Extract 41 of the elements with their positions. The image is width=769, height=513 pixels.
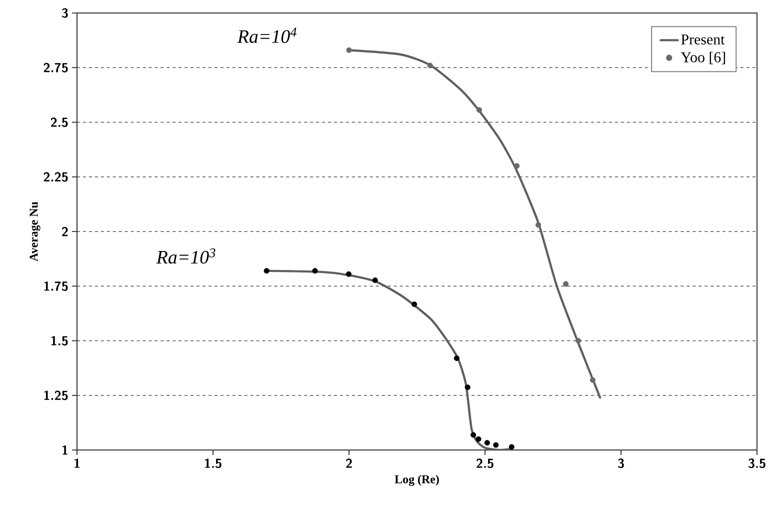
- legend-label: Yoo [6]: [680, 52, 726, 64]
- point: [312, 268, 318, 274]
- annotation: Ra=10$^{3}$: [156, 248, 216, 264]
- y-tick-label: 1: [62, 445, 68, 455]
- annotation: Ra=10$^{4}$: [237, 28, 296, 43]
- x-tick-label: 3: [618, 458, 624, 468]
- point: [508, 444, 514, 450]
- point: [427, 62, 433, 68]
- point: [590, 377, 596, 383]
- y-tick-label: 1.75: [44, 281, 68, 291]
- point: [372, 277, 378, 284]
- x-tick-label: 2: [346, 458, 352, 468]
- x-tick-label: 3.5: [748, 458, 766, 468]
- point: [493, 442, 499, 448]
- point: [264, 268, 270, 274]
- y-tick-label: 3: [62, 8, 68, 18]
- point: [454, 355, 460, 362]
- x-tick-label: 1: [74, 458, 80, 468]
- x-axis-title: Log (Re): [394, 474, 439, 486]
- y-tick-label: 2.5: [50, 117, 68, 128]
- point: [346, 47, 352, 53]
- point: [411, 301, 418, 308]
- point: [346, 271, 352, 277]
- y-tick-label: 2: [62, 226, 68, 236]
- point: [476, 107, 482, 113]
- y-tick-label: 2.25: [44, 172, 68, 182]
- y-tick-label: 2.75: [44, 62, 68, 72]
- y-axis-title: Average Nu: [30, 202, 40, 262]
- y-tick-label: 1.25: [44, 390, 68, 400]
- x-tick-label: 1.5: [204, 458, 222, 468]
- legend-label: Present: [681, 34, 725, 44]
- x-tick-label: 2.5: [476, 458, 494, 468]
- point: [464, 384, 470, 390]
- point: [563, 281, 569, 287]
- y-tick-label: 1.5: [51, 336, 68, 346]
- point: [470, 432, 476, 438]
- point: [476, 436, 482, 442]
- point: [514, 163, 520, 169]
- point: [536, 222, 542, 228]
- point: [484, 440, 490, 446]
- point: [576, 338, 582, 344]
